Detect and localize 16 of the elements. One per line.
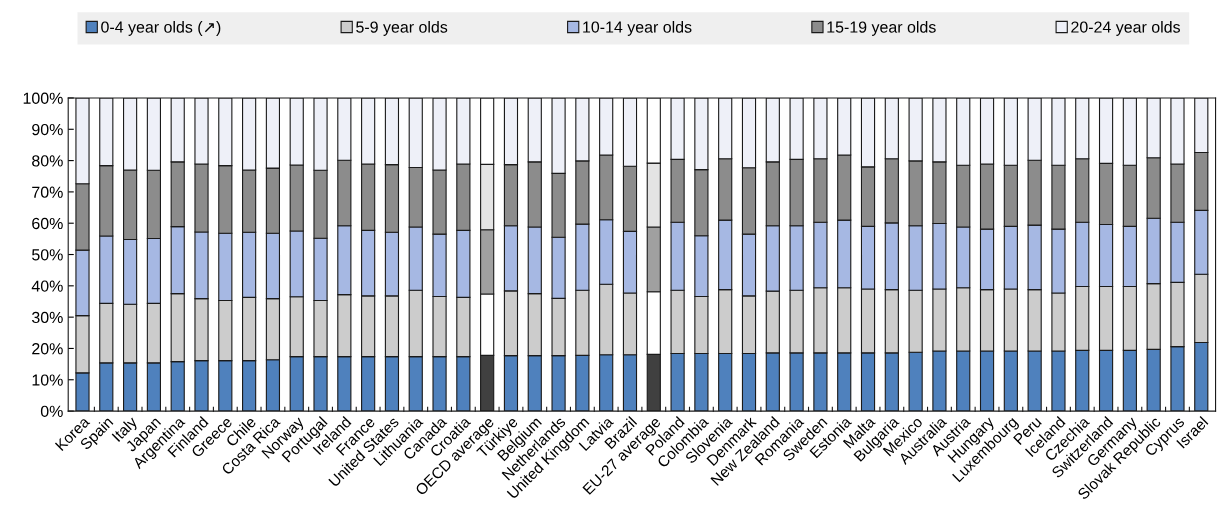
y-tick-label: 0%	[40, 405, 63, 418]
legend-label: 10-14 year olds	[583, 21, 692, 36]
y-tick-label: 80%	[32, 155, 63, 167]
y-tick-label: 70%	[32, 186, 63, 198]
y-tick-label: 30%	[31, 311, 63, 324]
y-tick-label: 10%	[32, 374, 63, 386]
legend-label: 5-9 year olds	[356, 21, 448, 36]
y-tick-label: 20%	[32, 343, 63, 355]
y-tick-label: 40%	[31, 280, 63, 292]
legend-label: 15-19 year olds	[827, 21, 936, 36]
legend-label: 20-24 year olds	[1071, 21, 1180, 36]
y-tick-label: 60%	[32, 217, 63, 230]
y-tick-label: 100%	[23, 92, 63, 104]
y-tick-label: 50%	[32, 249, 63, 261]
legend-label: 0-4 year olds (↗)	[101, 21, 221, 36]
y-tick-label: 90%	[32, 123, 63, 136]
